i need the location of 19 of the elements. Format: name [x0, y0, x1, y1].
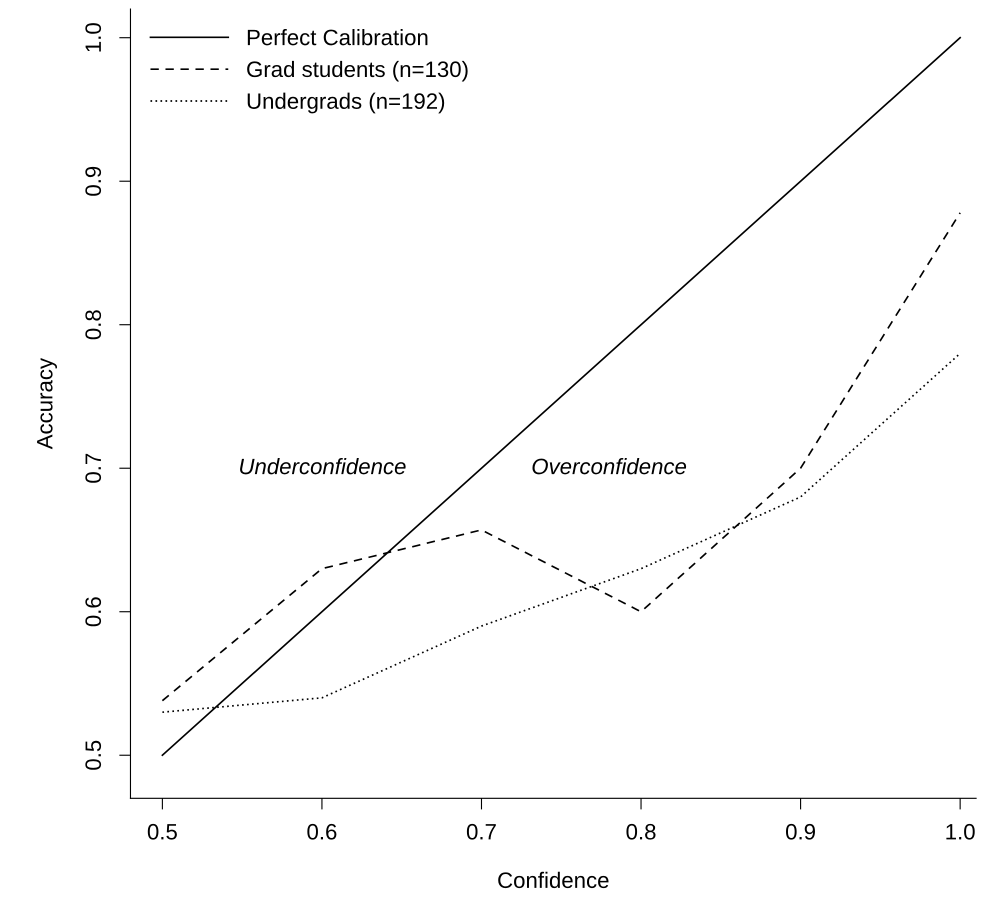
x-tick-label: 0.6	[307, 824, 336, 840]
legend-label: Undergrads (n=192)	[248, 92, 444, 114]
legend-label: Perfect Calibration	[248, 29, 428, 46]
y-axis-title: Accuracy	[37, 358, 57, 450]
x-tick-label: 0.5	[148, 824, 177, 840]
y-tick-label: 1.0	[85, 23, 102, 52]
x-tick-label: 0.8	[626, 824, 656, 840]
x-tick-label: 0.7	[466, 824, 496, 840]
annotation: Underconfidence	[240, 458, 406, 474]
y-tick-label: 0.5	[85, 740, 102, 770]
x-axis-title: Confidence	[498, 872, 609, 888]
annotation: Overconfidence	[532, 458, 686, 474]
y-tick-label: 0.9	[85, 166, 102, 196]
x-tick-label: 1.0	[946, 824, 975, 840]
y-tick-label: 0.7	[85, 454, 102, 483]
y-tick-label: 0.8	[85, 310, 102, 340]
legend-label: Grad students (n=130)	[247, 60, 468, 82]
x-tick-label: 0.9	[786, 824, 815, 840]
y-tick-label: 0.6	[85, 597, 102, 626]
